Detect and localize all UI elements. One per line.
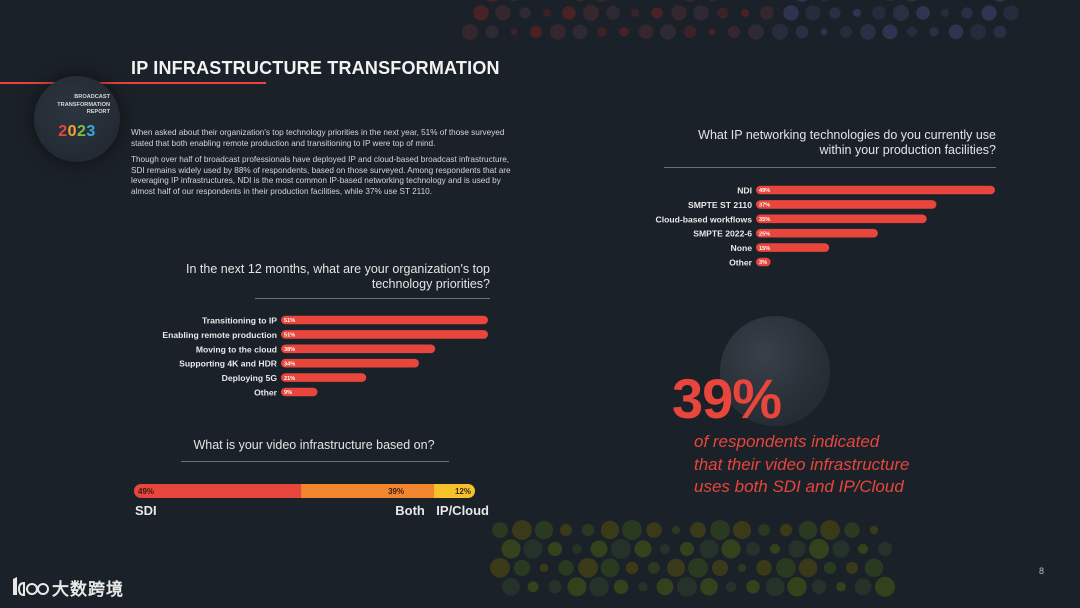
page-title: IP INFRASTRUCTURE TRANSFORMATION (131, 58, 500, 78)
badge-year: 2023 (34, 123, 120, 141)
networking-category-label: SMPTE ST 2110 (688, 200, 752, 210)
networking-value-label: 49% (759, 188, 770, 194)
priorities-bar (281, 387, 318, 397)
networking-value-label: 25% (759, 231, 770, 237)
networking-value-label: 15% (759, 246, 770, 252)
callout-line-3: uses both SDI and IP/Cloud (694, 477, 904, 496)
callout-line-1: of respondents indicated (694, 432, 880, 451)
infrastructure-chart: 49% 39% 12% SDI Both IP/Cloud (134, 484, 489, 518)
priorities-title-rule (255, 298, 490, 299)
badge-label: BROADCAST TRANSFORMATION REPORT (34, 94, 120, 117)
networking-title-line-1: What IP networking technologies do you c… (698, 128, 996, 142)
badge-year-digit: 2 (77, 123, 87, 140)
infrastructure-category-label: SDI (135, 503, 157, 518)
badge-line-2: TRANSFORMATION (57, 101, 110, 108)
networking-category-label: Cloud-based workflows (656, 214, 753, 224)
priorities-chart-title: In the next 12 months, what are your org… (130, 262, 490, 292)
networking-category-label: None (731, 243, 753, 253)
priorities-value-label: 21% (284, 376, 295, 382)
infrastructure-category-label: Both (395, 503, 425, 518)
priorities-chart: Transitioning to IP 51% Enabling remote pr… (162, 315, 488, 398)
networking-bar (756, 243, 830, 252)
priorities-bar (281, 315, 488, 325)
networking-bar (756, 228, 878, 238)
priorities-title-line-2: technology priorities? (371, 277, 490, 291)
priorities-value-label: 51% (284, 333, 295, 339)
priorities-title-line-1: In the next 12 months, what are your org… (186, 262, 490, 276)
priorities-bar (281, 330, 488, 339)
networking-value-label: 37% (759, 203, 770, 209)
networking-title-line-2: within your production facilities? (819, 143, 996, 157)
networking-value-label: 3% (759, 260, 767, 266)
priorities-bar (281, 373, 367, 382)
networking-bar (756, 257, 771, 267)
brand-logo-text: 大数跨境 (52, 579, 124, 599)
networking-value-label: 35% (759, 217, 770, 223)
badge-year-digit: 2 (58, 123, 68, 140)
badge-line-1: BROADCAST (74, 94, 110, 100)
priorities-category-label: Other (254, 388, 278, 398)
priorities-category-label: Supporting 4K and HDR (179, 359, 278, 369)
priorities-value-label: 9% (284, 390, 292, 396)
infrastructure-segment (301, 484, 435, 498)
badge-line-3: REPORT (86, 109, 110, 115)
priorities-value-label: 38% (284, 347, 295, 353)
priorities-category-label: Deploying 5G (222, 373, 278, 383)
networking-category-label: Other (729, 258, 753, 268)
infrastructure-value-label: 39% (388, 487, 404, 496)
callout-circle (720, 316, 830, 426)
priorities-category-label: Transitioning to IP (202, 316, 277, 326)
infrastructure-value-label: 49% (138, 487, 154, 496)
priorities-value-label: 51% (284, 318, 295, 324)
callout-value: 39% (672, 367, 782, 430)
priorities-category-label: Moving to the cloud (196, 344, 277, 354)
title-accent-line (0, 82, 266, 84)
networking-bar (756, 185, 995, 195)
infrastructure-title-rule (181, 461, 449, 462)
infrastructure-segment (434, 484, 475, 498)
networking-title-rule (664, 167, 996, 168)
priorities-bar (281, 344, 436, 354)
infrastructure-segment (134, 484, 302, 498)
badge-year-digit: 0 (67, 123, 77, 140)
callout-caption: of respondents indicated that their vide… (694, 431, 994, 499)
page-number: 8 (1039, 566, 1045, 576)
report-badge: BROADCAST TRANSFORMATION REPORT 2023 (34, 76, 120, 162)
networking-category-label: SMPTE 2022-6 (693, 229, 752, 239)
priorities-value-label: 34% (284, 361, 295, 367)
brand-logo: 大数跨境 (10, 575, 124, 599)
networking-chart-title: What IP networking technologies do you c… (630, 128, 996, 158)
intro-text: When asked about their organization's to… (131, 128, 511, 198)
infrastructure-category-label: IP/Cloud (436, 503, 489, 518)
networking-bar (756, 200, 937, 209)
networking-chart: NDI 49% SMPTE ST 2110 37% Cloud-based workfl… (656, 185, 995, 268)
priorities-category-label: Enabling remote production (162, 330, 277, 340)
networking-category-label: NDI (737, 186, 752, 196)
infrastructure-chart-title: What is your video infrastructure based … (193, 438, 435, 452)
intro-paragraph-2: Though over half of broadcast profession… (131, 155, 511, 196)
intro-paragraph-1: When asked about their organization's to… (131, 128, 505, 148)
infrastructure-value-label: 12% (455, 487, 471, 496)
networking-bar (756, 214, 927, 224)
brand-mark-icon (13, 577, 49, 597)
priorities-bar (281, 358, 419, 368)
callout-line-2: that their video infrastructure (694, 454, 910, 474)
badge-year-digit: 3 (86, 123, 96, 140)
